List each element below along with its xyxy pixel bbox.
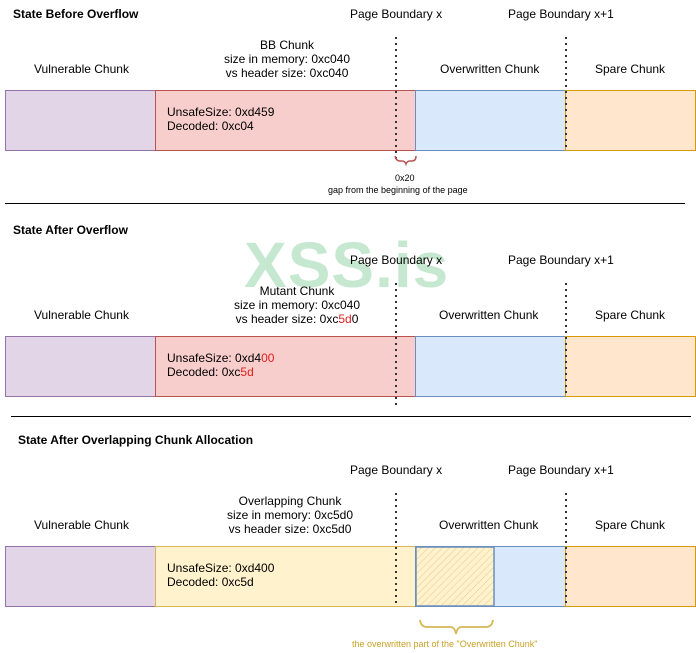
mutant-decoded: Decoded: 0xc5d (167, 365, 254, 379)
decoded-prefix: Decoded: 0xc (167, 365, 241, 379)
mutant-chunk-header-size: vs header size: 0xc5d0 (226, 312, 368, 326)
section1-title: State Before Overflow (13, 7, 139, 21)
bb-chunk-header-size: vs header size: 0xc040 (225, 66, 349, 80)
header-size-suffix: 0 (351, 312, 359, 326)
bb-chunk-memory-size: size in memory: 0xc040 (223, 52, 351, 66)
vulnerable-chunk-label: Vulnerable Chunk (34, 518, 129, 532)
overwritten-part-hatch (415, 546, 495, 607)
page-boundary-x1-label: Page Boundary x+1 (508, 253, 614, 267)
section-divider-2 (11, 416, 691, 417)
bb-chunk-label: BB Chunk size in memory: 0xc040 vs heade… (216, 38, 358, 80)
gap-value: 0x20 (395, 173, 415, 183)
vulnerable-chunk-box (5, 546, 156, 607)
unsafe-size-highlight: 00 (261, 351, 275, 365)
overwritten-chunk-box (415, 90, 566, 151)
overwritten-part-caption: the overwritten part of the "Overwritten… (352, 639, 538, 649)
overwritten-chunk-label: Overwritten Chunk (439, 518, 539, 532)
bb-unsafe-size: UnsafeSize: 0xd459 (167, 105, 275, 119)
page-boundary-x1-label: Page Boundary x+1 (508, 7, 614, 21)
vulnerable-chunk-box (5, 90, 156, 151)
overwritten-part-brace (419, 619, 494, 635)
mutant-unsafe-size: UnsafeSize: 0xd400 (167, 351, 274, 365)
xss-watermark: XSS.is (244, 229, 450, 301)
section2-title: State After Overflow (13, 223, 128, 237)
overlap-decoded: Decoded: 0xc5d (167, 575, 254, 589)
gap-brace (394, 155, 417, 167)
section-divider-1 (5, 203, 685, 204)
overlapping-chunk-name: Overlapping Chunk (238, 494, 342, 508)
header-size-highlight: 5d (338, 312, 352, 326)
vulnerable-chunk-label: Vulnerable Chunk (34, 308, 129, 322)
page-boundary-x-label: Page Boundary x (350, 7, 443, 21)
mutant-chunk-label: Mutant Chunk size in memory: 0xc040 vs h… (226, 284, 368, 326)
page-boundary-x1-label: Page Boundary x+1 (508, 463, 614, 477)
page-boundary-x-label: Page Boundary x (350, 253, 443, 267)
spare-chunk-box (565, 90, 696, 151)
spare-chunk-box (565, 336, 696, 397)
overlapping-chunk-header-size: vs header size: 0xc5d0 (228, 522, 352, 536)
unsafe-size-prefix: UnsafeSize: 0xd4 (167, 351, 262, 365)
overwritten-chunk-label: Overwritten Chunk (440, 62, 540, 76)
overlapping-chunk-box (155, 546, 416, 607)
spare-chunk-label: Spare Chunk (595, 518, 666, 532)
decoded-highlight: 5d (240, 365, 254, 379)
mutant-chunk-name: Mutant Chunk (259, 284, 335, 298)
mutant-chunk-memory-size: size in memory: 0xc040 (233, 298, 361, 312)
overlapping-chunk-memory-size: size in memory: 0xc5d0 (226, 508, 354, 522)
mutant-chunk-box (155, 336, 416, 397)
overlap-unsafe-size: UnsafeSize: 0xd400 (167, 561, 275, 575)
vulnerable-chunk-label: Vulnerable Chunk (34, 62, 129, 76)
header-size-prefix: vs header size: 0xc (235, 312, 339, 326)
spare-chunk-label: Spare Chunk (595, 308, 666, 322)
overwritten-chunk-box (415, 336, 566, 397)
page-boundary-x-label: Page Boundary x (350, 463, 443, 477)
gap-description: gap from the beginning of the page (328, 185, 468, 195)
spare-chunk-box (565, 546, 696, 607)
bb-decoded: Decoded: 0xc04 (167, 119, 254, 133)
bb-chunk-name: BB Chunk (259, 38, 315, 52)
section3-title: State After Overlapping Chunk Allocation (18, 433, 254, 447)
spare-chunk-label: Spare Chunk (595, 62, 666, 76)
overlapping-chunk-label: Overlapping Chunk size in memory: 0xc5d0… (219, 494, 361, 536)
overwritten-chunk-label: Overwritten Chunk (439, 308, 539, 322)
